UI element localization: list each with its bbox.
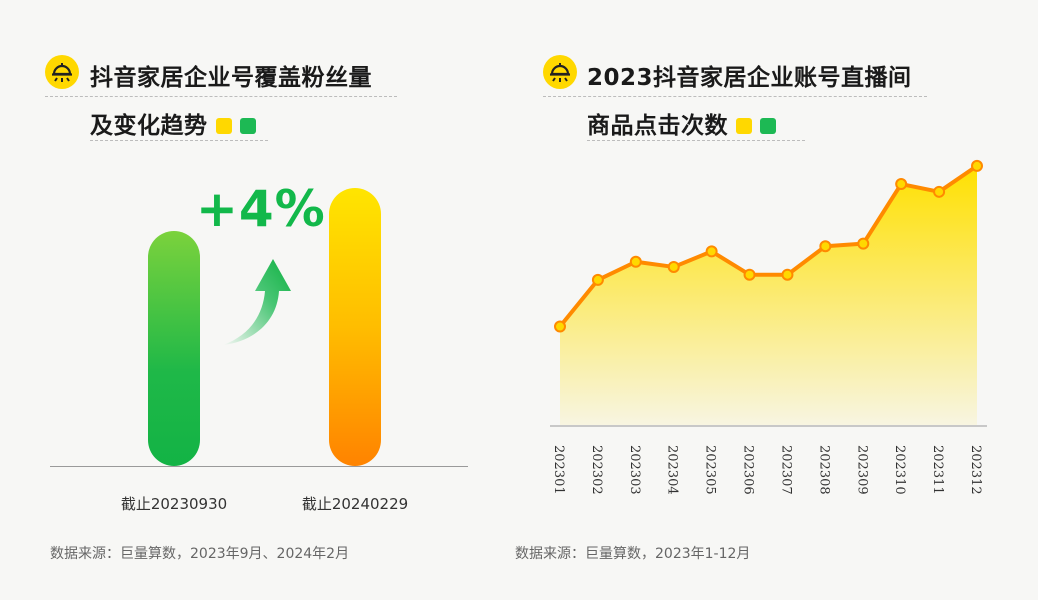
bar-label-20240229: 截止20240229	[301, 495, 409, 513]
source-note: 数据来源：巨量算数，2023年1-12月	[515, 546, 751, 562]
data-point-202302	[591, 273, 604, 286]
series-line	[558, 164, 979, 328]
bar-20230930	[148, 231, 200, 466]
title-divider	[45, 96, 397, 97]
data-point-202304	[667, 260, 680, 273]
data-point-202311	[933, 185, 946, 198]
x-tick-label-202305: 202305	[703, 445, 718, 495]
clicks-panel: 2023抖音家居企业账号直播间 商品点击次数 202301 202302 20230…	[515, 0, 1038, 600]
fans-title-text: 及变化趋势	[90, 113, 208, 139]
sun-lamp-icon	[543, 55, 577, 89]
growth-label: +4%	[196, 180, 326, 238]
data-point-202306	[743, 268, 756, 281]
x-tick-label-202306: 202306	[741, 445, 756, 495]
x-tick-label-202301: 202301	[551, 445, 566, 495]
clicks-title-text: 商品点击次数	[587, 113, 728, 139]
legend-yellow-square	[215, 118, 232, 134]
x-tick-label-202312: 202312	[968, 445, 983, 495]
clicks-title-line2: 商品点击次数	[587, 106, 776, 140]
data-point-202308	[819, 240, 832, 253]
bar-20240229	[329, 188, 381, 466]
source-note: 数据来源：巨量算数，2023年9月、2024年2月	[50, 546, 350, 562]
bar-label-20230930: 截止20230930	[120, 495, 228, 513]
x-tick-label-202308: 202308	[816, 445, 831, 495]
area-fill	[560, 165, 977, 425]
x-tick-label-202303: 202303	[627, 445, 642, 495]
clicks-title-line1: 2023抖音家居企业账号直播间	[587, 65, 912, 91]
data-point-202305	[705, 245, 718, 258]
x-tick-label-202302: 202302	[589, 445, 604, 495]
title-divider	[587, 140, 805, 141]
title-divider	[543, 96, 927, 97]
legend-green-square	[760, 118, 776, 134]
sun-lamp-icon	[45, 55, 79, 89]
x-tick-label-202311: 202311	[930, 445, 945, 495]
data-point-202310	[895, 178, 908, 191]
data-point-202303	[629, 255, 642, 268]
x-tick-label-202307: 202307	[778, 445, 793, 495]
legend-yellow-square	[736, 118, 752, 134]
fans-panel: 抖音家居企业号覆盖粉丝量 及变化趋势 +4% 截止20230930 截止2024…	[0, 0, 500, 600]
fans-title-line1: 抖音家居企业号覆盖粉丝量	[90, 65, 372, 91]
x-tick-label-202310: 202310	[892, 445, 907, 495]
data-point-202307	[781, 268, 794, 281]
fans-title-line2: 及变化趋势	[90, 106, 256, 140]
legend-green-square	[239, 118, 256, 134]
data-point-202309	[857, 237, 870, 250]
x-axis-baseline	[50, 466, 468, 467]
x-tick-label-202304: 202304	[665, 445, 680, 495]
data-point-202301	[554, 320, 566, 333]
data-point-202312	[971, 159, 983, 172]
growth-arrow-icon	[223, 259, 291, 345]
clicks-area-chart: 202301 202302 202303 202304 202305 202306 2023…	[550, 159, 987, 495]
title-divider	[90, 140, 268, 141]
x-tick-label-202309: 202309	[854, 445, 869, 495]
